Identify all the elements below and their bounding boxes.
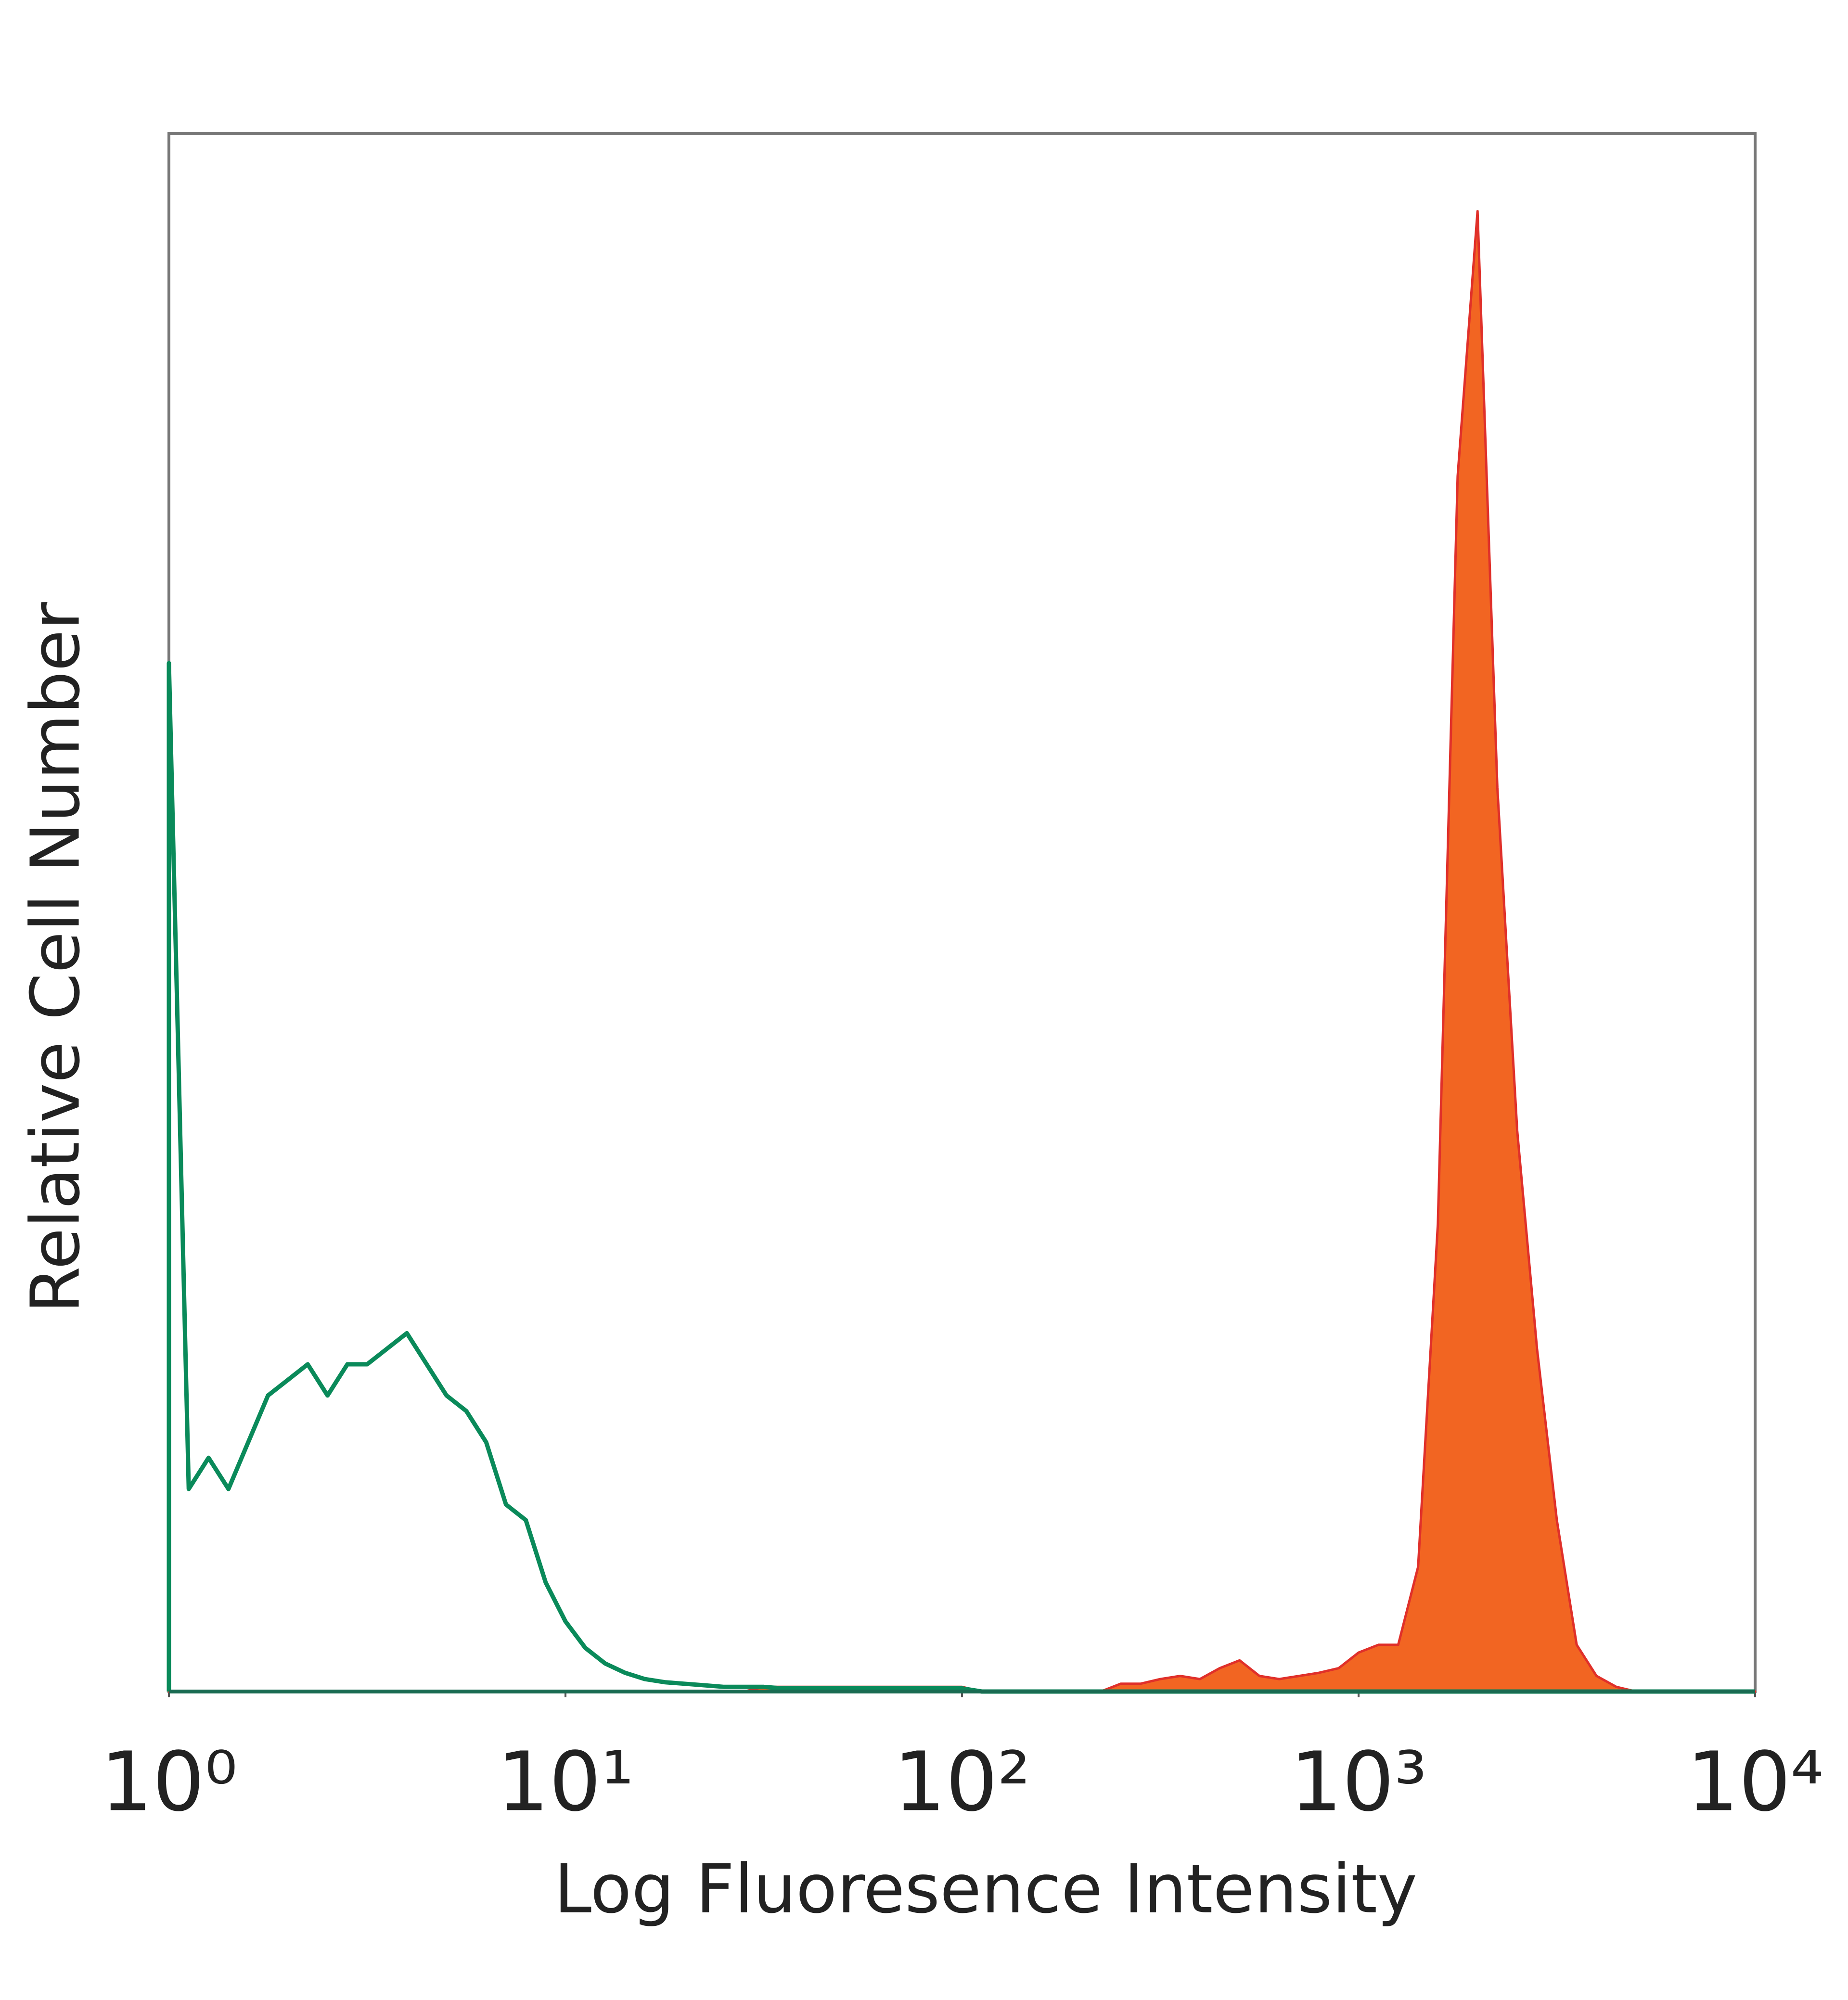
y-axis-label: Relative Cell Number	[17, 602, 95, 1313]
x-tick-label: 10³	[1290, 1734, 1427, 1830]
x-tick-label: 10⁴	[1687, 1734, 1823, 1830]
x-tick-label: 10⁰	[101, 1734, 237, 1830]
x-axis-label: Log Fluoresence Intensity	[554, 1850, 1417, 1929]
x-tick-label: 10¹	[497, 1734, 634, 1830]
x-tick-label: 10²	[894, 1734, 1030, 1830]
